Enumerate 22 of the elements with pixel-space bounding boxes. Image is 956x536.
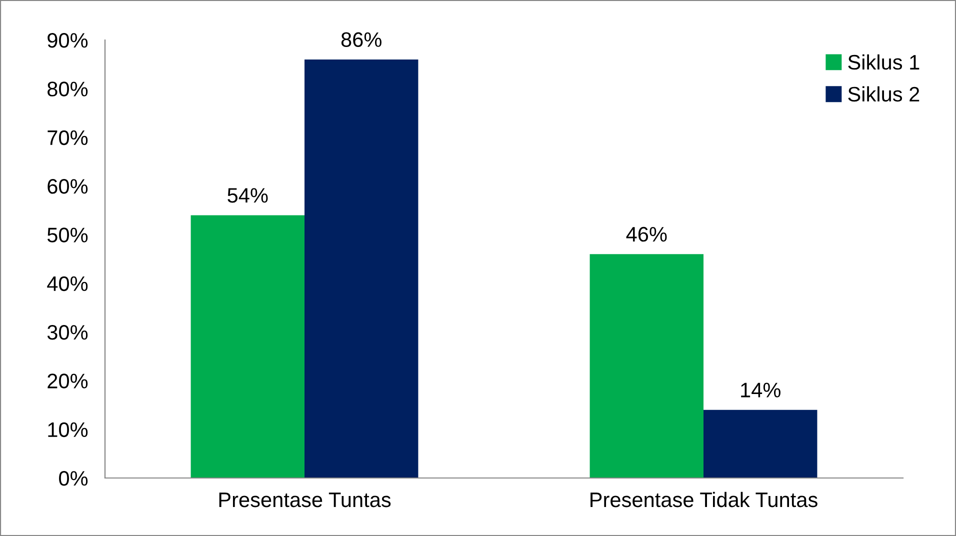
bar xyxy=(304,59,418,478)
data-label: 86% xyxy=(341,32,382,48)
data-label: 14% xyxy=(741,382,780,398)
x-tick-label: Presentase Tidak Tuntas xyxy=(590,492,818,508)
bar xyxy=(704,410,818,478)
y-tick-label: 70% xyxy=(48,130,88,146)
y-tick-label: 50% xyxy=(47,228,88,242)
bar xyxy=(190,215,304,478)
data-label: 46% xyxy=(626,226,667,242)
y-tick-label: 30% xyxy=(47,325,88,340)
bar xyxy=(590,254,704,478)
y-tick-label: 0% xyxy=(59,471,88,486)
legend-label: Siklus 2 xyxy=(848,86,920,102)
y-tick-label: 20% xyxy=(48,374,88,388)
y-tick-label: 80% xyxy=(48,82,88,96)
legend-label: Siklus 1 xyxy=(848,54,920,70)
y-tick-label: 40% xyxy=(47,276,88,292)
data-label: 54% xyxy=(228,188,268,203)
y-tick-label: 90% xyxy=(48,33,88,48)
y-tick-label: 10% xyxy=(48,422,88,438)
x-tick-label: Presentase Tuntas xyxy=(219,492,391,508)
y-tick-label: 60% xyxy=(48,179,88,194)
